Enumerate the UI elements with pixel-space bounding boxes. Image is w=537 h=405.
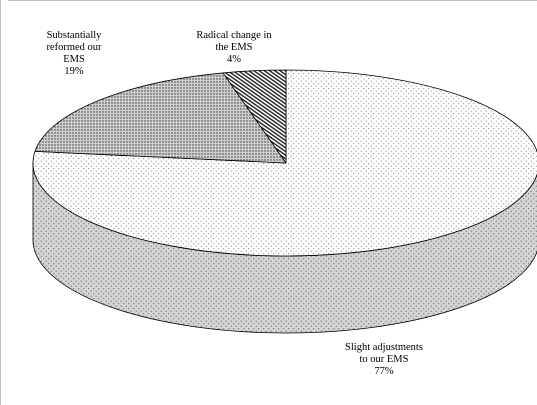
slice-label-substantially-reformed: Substantially reformed our EMS 19% — [46, 30, 102, 77]
pie-slices — [32, 69, 537, 334]
slice-label-slight-adjustments: Slight adjustments to our EMS 77% — [345, 342, 423, 377]
pie-slice-2 — [222, 69, 287, 164]
slice-label-radical-change: Radical change in the EMS 4% — [196, 30, 272, 65]
pie-slice-1 — [34, 72, 287, 164]
